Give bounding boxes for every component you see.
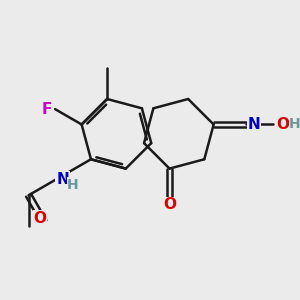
Text: H: H <box>67 178 79 192</box>
Text: N: N <box>248 117 261 132</box>
Text: F: F <box>42 102 52 117</box>
Text: O: O <box>34 211 46 226</box>
Text: O: O <box>163 197 176 212</box>
Text: O: O <box>276 117 289 132</box>
Text: N: N <box>56 172 69 187</box>
Text: H: H <box>289 118 300 131</box>
